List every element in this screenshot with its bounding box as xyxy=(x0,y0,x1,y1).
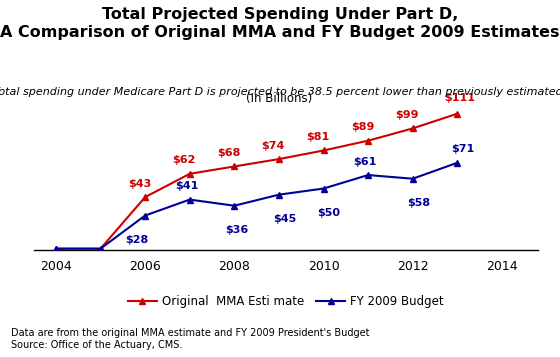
Text: $61: $61 xyxy=(354,157,377,167)
Text: $68: $68 xyxy=(217,148,240,158)
Text: Total Projected Spending Under Part D,
A Comparison of Original MMA and FY Budge: Total Projected Spending Under Part D, A… xyxy=(0,7,560,40)
Text: $71: $71 xyxy=(451,145,474,155)
Text: $43: $43 xyxy=(128,179,151,189)
Text: $36: $36 xyxy=(226,225,249,235)
Text: $62: $62 xyxy=(172,156,196,166)
Text: $45: $45 xyxy=(273,214,296,224)
Text: $28: $28 xyxy=(125,235,148,245)
Text: $99: $99 xyxy=(395,110,419,120)
Legend: Original  MMA Esti mate, FY 2009 Budget: Original MMA Esti mate, FY 2009 Budget xyxy=(123,290,449,313)
Text: $74: $74 xyxy=(262,141,285,151)
Text: Data are from the original MMA estimate and FY 2009 President's Budget
Source: O: Data are from the original MMA estimate … xyxy=(11,328,370,350)
Text: $58: $58 xyxy=(407,198,430,208)
Text: $81: $81 xyxy=(306,132,330,142)
Text: $50: $50 xyxy=(318,208,340,218)
Text: $89: $89 xyxy=(351,122,374,132)
Text: $41: $41 xyxy=(175,181,199,191)
Text: Total spending under Medicare Part D is projected to be 38.5 percent lower than : Total spending under Medicare Part D is … xyxy=(0,87,560,97)
Text: (In Billions): (In Billions) xyxy=(246,92,312,105)
Text: $111: $111 xyxy=(445,92,475,102)
